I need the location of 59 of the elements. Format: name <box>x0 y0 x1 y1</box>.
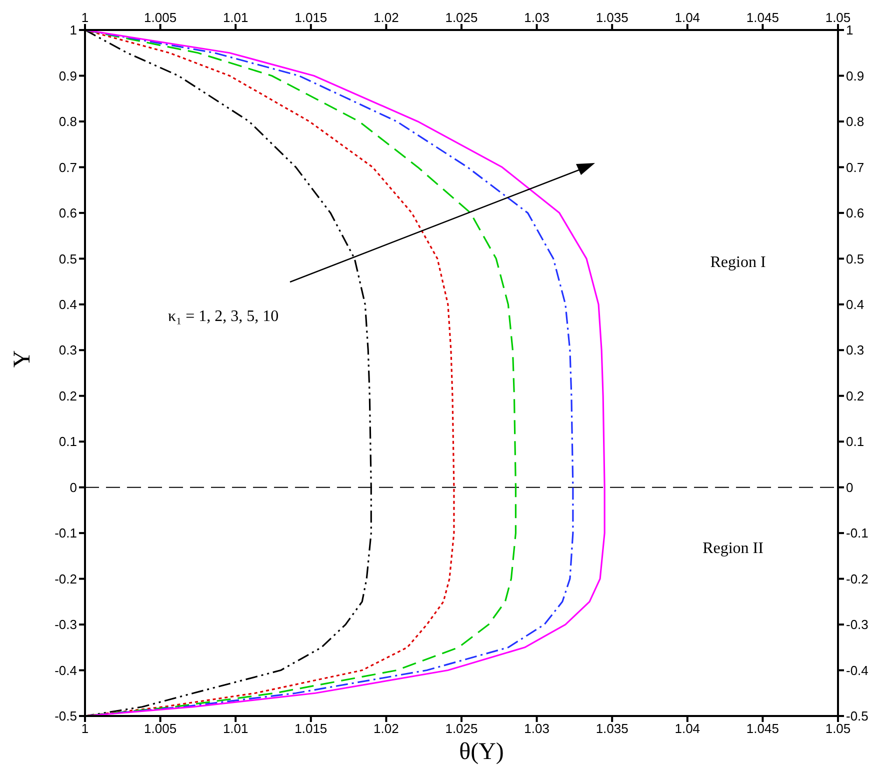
y2-tick-label: -0.1 <box>846 526 868 541</box>
x2-tick-label: 1.045 <box>746 721 779 736</box>
x2-tick-label: 1.01 <box>222 721 248 736</box>
x2-tick-label: 1 <box>81 721 89 736</box>
y2-tick-label: -0.4 <box>846 662 868 678</box>
y2-tick-label: 0.1 <box>846 434 864 450</box>
y2-tick-label: -0.3 <box>846 617 868 632</box>
x2-tick-label: 1.005 <box>144 721 177 736</box>
x-tick-label: 1.04 <box>674 10 700 25</box>
y-tick-label: -0.5 <box>54 708 77 724</box>
y2-tick-label: 0.2 <box>846 388 864 404</box>
x-tick-label: 1.005 <box>144 10 177 25</box>
x-tick-label: 1.045 <box>746 10 779 25</box>
y-tick-label: 0.7 <box>58 160 77 175</box>
x2-tick-label: 1.04 <box>674 721 700 736</box>
y2-tick-label: 0.4 <box>846 297 864 312</box>
x2-tick-label: 1.03 <box>524 721 550 736</box>
annotation: κ₁ = 1, 2, 3, 5, 10 <box>168 308 279 326</box>
y2-tick-label: 0.5 <box>846 251 864 266</box>
x-tick-label: 1.025 <box>445 10 478 25</box>
y2-tick-label: 0.3 <box>846 342 864 358</box>
x2-tick-label: 1.035 <box>596 721 628 736</box>
annotation: Region I <box>710 254 766 272</box>
x-tick-label: 1 <box>81 10 89 25</box>
y-tick-label: 0.5 <box>58 251 77 266</box>
y2-tick-label: 0.9 <box>846 68 864 84</box>
y-tick-label: 0.4 <box>58 297 77 312</box>
annotation: Region II <box>702 540 764 558</box>
x2-tick-label: 1.025 <box>445 721 478 736</box>
x2-tick-label: 1.015 <box>294 721 328 736</box>
y-tick-label: 0 <box>70 480 77 495</box>
y2-tick-label: -0.5 <box>846 708 868 724</box>
y-tick-label: 0.8 <box>58 114 77 130</box>
y-tick-label: -0.4 <box>54 662 77 678</box>
y-tick-label: -0.3 <box>54 617 77 632</box>
y2-tick-label: 0.7 <box>846 160 864 175</box>
y-tick-label: -0.1 <box>54 526 77 541</box>
x-tick-label: 1.02 <box>374 10 399 25</box>
y-tick-label: -0.2 <box>54 571 77 586</box>
x-axis-title: θ(Y) <box>458 738 505 767</box>
y-tick-label: 0.3 <box>58 342 77 358</box>
y-tick-label: 0.2 <box>58 388 77 404</box>
y-axis-title: Y <box>8 349 37 370</box>
y2-tick-label: 1 <box>846 22 854 38</box>
y2-tick-label: 0.8 <box>846 114 864 130</box>
y-tick-label: 0.1 <box>58 434 77 450</box>
y2-tick-label: 0.6 <box>846 206 864 221</box>
y2-tick-label: -0.2 <box>846 571 868 586</box>
x-tick-label: 1.03 <box>524 10 550 25</box>
y-tick-label: 0.6 <box>58 206 77 221</box>
x-tick-label: 1.01 <box>222 10 248 25</box>
x-tick-label: 1.015 <box>294 10 328 25</box>
x-tick-label: 1.05 <box>825 10 851 25</box>
y2-tick-label: 0 <box>846 480 854 495</box>
y-tick-label: 0.9 <box>58 68 77 84</box>
x2-tick-label: 1.05 <box>825 721 851 736</box>
x-tick-label: 1.035 <box>596 10 628 25</box>
y-tick-label: 1 <box>70 22 77 38</box>
x2-tick-label: 1.02 <box>374 721 399 736</box>
